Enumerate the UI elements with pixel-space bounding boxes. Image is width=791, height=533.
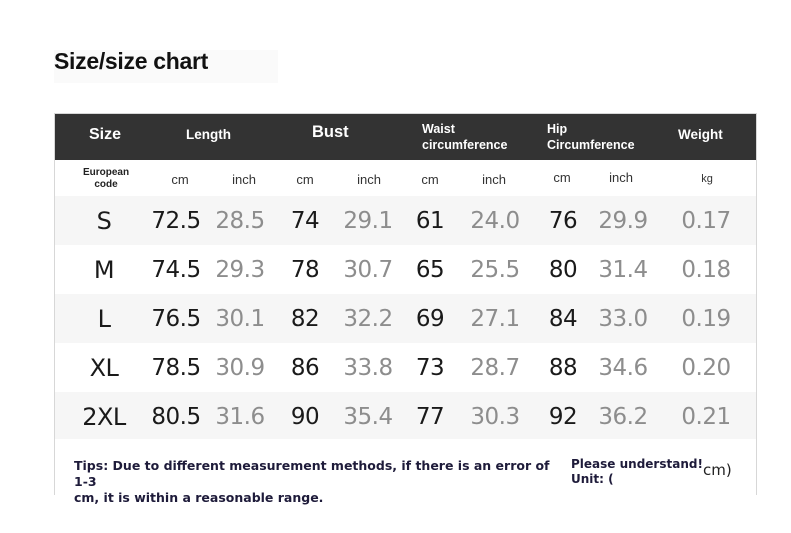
length-cm-value: 74.5 [151,256,201,283]
length-cm-value: 72.5 [151,207,201,234]
bust-inch-value: 32.2 [343,305,393,332]
hip-inch-value: 36.2 [598,403,648,430]
weight-value: 0.21 [681,403,731,430]
hip-inch-value: 31.4 [598,256,648,283]
table-row: XL 78.5 30.9 86 33.8 73 28.7 88 34.6 0.2… [55,343,756,392]
hip-cm-value: 92 [548,403,578,430]
tips-line2: cm, it is within a reasonable range. [74,490,324,505]
table-row: 2XL 80.5 31.6 90 35.4 77 30.3 92 36.2 0.… [55,392,756,441]
waist-inch-value: 28.7 [470,354,520,381]
bust-inch-value: 35.4 [343,403,393,430]
hip-cm-value: 80 [548,256,578,283]
units-row: European code cm inch cm inch cm inch cm… [55,160,756,196]
tips-note: Tips: Due to different measurement metho… [74,458,554,506]
header-size: Size [89,126,122,143]
european-code-line2: code [94,179,118,190]
unit-length-inch: inch [232,172,256,187]
waist-inch-value: 27.1 [470,305,520,332]
unit-note: Please understand! Unit: ( [571,457,703,487]
size-value: 2XL [82,402,126,431]
waist-cm-value: 77 [415,403,445,430]
hip-inch-value: 34.6 [598,354,648,381]
unit-waist-cm: cm [421,172,439,187]
hip-cm-value: 88 [548,354,578,381]
tips-line1: Tips: Due to different measurement metho… [74,458,550,489]
size-value: L [97,304,111,333]
unit-cm-close: cm) [703,461,732,479]
size-value: S [96,206,112,235]
hip-cm-value: 76 [548,207,578,234]
european-code-line1: European [82,167,130,178]
unit-bust-cm: cm [296,172,314,187]
unit-waist-inch: inch [482,172,506,187]
unit-weight-kg: kg [701,173,713,185]
bust-cm-value: 74 [290,207,320,234]
size-value: M [93,255,115,284]
header-hip-line1: Hip [547,122,568,136]
bust-cm-value: 86 [290,354,320,381]
length-inch-value: 30.1 [215,305,265,332]
table-row: L 76.5 30.1 82 32.2 69 27.1 84 33.0 0.19 [55,294,756,343]
length-inch-value: 29.3 [215,256,265,283]
unit-length-cm: cm [171,172,189,187]
header-weight: Weight [678,127,723,142]
size-chart-table: Size Length Bust Waist circumference Hip… [54,113,757,505]
waist-cm-value: 61 [415,207,445,234]
length-inch-value: 28.5 [215,207,265,234]
hip-cm-value: 84 [548,305,578,332]
length-inch-value: 30.9 [215,354,265,381]
header-waist-line1: Waist [422,122,455,136]
unit-label: Unit: ( [571,472,614,486]
waist-inch-value: 24.0 [470,207,520,234]
header-waist: Waist circumference [422,121,507,153]
weight-value: 0.20 [681,354,731,381]
table-header: Size Length Bust Waist circumference Hip… [55,114,756,160]
length-inch-value: 31.6 [215,403,265,430]
european-code-label: European code [71,167,141,191]
bust-cm-value: 90 [290,403,320,430]
weight-value: 0.18 [681,256,731,283]
header-hip: Hip Circumference [547,121,635,153]
bust-cm-value: 78 [290,256,320,283]
table-row: M 74.5 29.3 78 30.7 65 25.5 80 31.4 0.18 [55,245,756,294]
header-bust: Bust [312,123,349,141]
waist-cm-value: 73 [415,354,445,381]
size-value: XL [89,353,119,382]
bust-inch-value: 30.7 [343,256,393,283]
unit-bust-inch: inch [357,172,381,187]
length-cm-value: 76.5 [151,305,201,332]
hip-inch-value: 29.9 [598,207,648,234]
header-hip-line2: Circumference [547,138,635,152]
bust-cm-value: 82 [290,305,320,332]
hip-inch-value: 33.0 [598,305,648,332]
header-length: Length [186,127,231,142]
bust-inch-value: 33.8 [343,354,393,381]
page-title: Size/size chart [54,48,209,74]
weight-value: 0.19 [681,305,731,332]
unit-hip-inch: inch [609,170,633,185]
waist-cm-value: 69 [415,305,445,332]
bust-inch-value: 29.1 [343,207,393,234]
length-cm-value: 78.5 [151,354,201,381]
table-row: S 72.5 28.5 74 29.1 61 24.0 76 29.9 0.17 [55,196,756,245]
header-waist-line2: circumference [422,138,508,152]
unit-hip-cm: cm [553,170,571,185]
table-footer: Tips: Due to different measurement metho… [55,439,756,505]
length-cm-value: 80.5 [151,403,201,430]
please-understand: Please understand! [571,457,703,471]
waist-inch-value: 25.5 [470,256,520,283]
waist-cm-value: 65 [415,256,445,283]
weight-value: 0.17 [681,207,731,234]
waist-inch-value: 30.3 [470,403,520,430]
title-background [54,50,278,83]
